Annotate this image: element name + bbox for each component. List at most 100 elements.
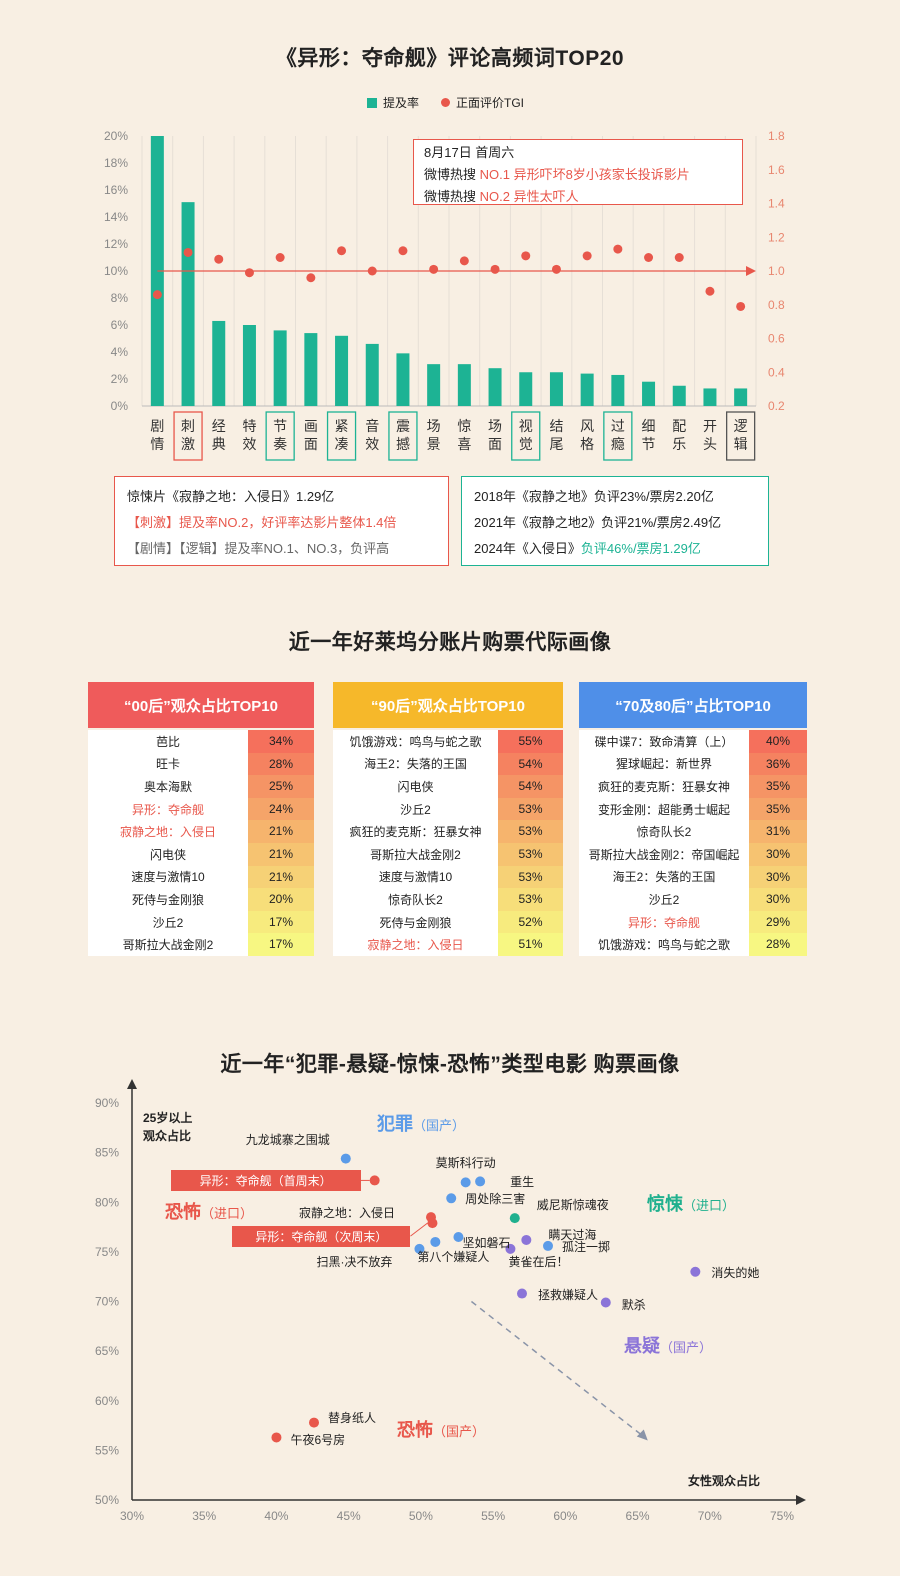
x-tick: 55% [481,1509,505,1523]
category-highlight-box [265,411,295,461]
category-highlight-box [326,411,357,461]
category-char: 场 [488,418,502,434]
panel-row-value: 30% [749,865,807,889]
panel-row-name: 哥斯拉大战金刚2：帝国崛起 [588,847,740,862]
panel-row: 寂静之地：入侵日 51% [333,933,563,956]
category-label-3: 特效 [242,418,256,452]
panel-row: 速度与激情10 21% [88,865,314,889]
y-tick-right: 1.8 [768,129,785,143]
box-right-line-3: 2024年《入侵日》负评46%/票房1.29亿 [474,536,756,562]
category-char: 效 [365,436,379,452]
tgi-dot [306,273,316,283]
panel-row-value: 21% [248,843,314,866]
box-left-line-2: 【刺激】提及率NO.2，好评率达影片整体1.4倍 [127,515,397,530]
panel-row: 速度与激情10 53% [333,865,563,889]
bar [396,353,410,406]
panel-row-value: 55% [498,730,563,753]
category-char: 喜 [457,436,471,452]
panel-row-name: 闪电侠 [397,779,434,794]
panel-row-name: 旺卡 [155,757,180,772]
bar [642,381,656,406]
panel-header-0: “00后”观众占比TOP10 [88,682,314,728]
panel-row-value: 28% [749,933,807,956]
panel-row-name: 哥斯拉大战金刚2 [370,847,461,862]
panel-name-column-2 [579,730,749,956]
tgi-dot [613,244,623,254]
y-tick-right: 1.2 [768,230,785,244]
tgi-dot [459,256,469,266]
zone-name: 恐怖 [165,1202,201,1222]
category-char: 过 [611,418,625,434]
panel-row-name: 芭比 [155,734,180,749]
panel-row: 沙丘2 30% [579,888,807,911]
y-tick-right: 0.8 [768,298,785,312]
y-tick-left: 6% [111,318,129,332]
category-char: 头 [703,436,717,452]
category-char: 面 [304,436,318,452]
annotation-prefix-1: 微博热搜 [424,167,480,182]
category-char: 激 [181,436,195,452]
panel-row-value: 30% [749,843,807,866]
y-tick-right: 0.6 [768,332,785,346]
zone-label-1: 恐怖（进口） [165,1198,253,1224]
category-label-16: 细节 [642,418,656,452]
tgi-dot [275,253,285,262]
panel-row-name: 速度与激情10 [131,870,205,885]
annotation-prefix-2: 微博热搜 [424,189,480,204]
panel-row-value: 24% [248,797,314,821]
box-right-line-1: 2018年《寂静之地》负评23%/票房2.20亿 [474,489,714,504]
panel-row-value: 34% [248,730,314,753]
zone-label-4: 恐怖（国产） [397,1416,485,1442]
y-tick: 80% [95,1195,119,1209]
point-label: 午夜6号房 [290,1433,346,1448]
tgi-dot [644,253,654,262]
point-label: 黄雀在后！ [508,1254,569,1269]
scatter-point [414,1243,425,1254]
bar [549,372,563,406]
category-char: 瘾 [611,436,625,452]
category-char: 音 [365,418,379,434]
category-char: 配 [672,418,686,434]
table-title: 近一年好莱坞分账片购票代际画像 [288,631,612,654]
panel-row: 寂静之地：入侵日 21% [88,820,314,843]
bar [611,374,625,406]
panel-row-name: 异形：夺命舰 [627,915,700,930]
y-tick: 75% [95,1245,119,1259]
bar [703,388,717,406]
y-axis-arrow [127,1079,137,1089]
zone-sub: （进口） [201,1206,254,1221]
category-char: 刺 [181,418,195,434]
panel-row-value: 30% [749,888,807,911]
reference-arrow [746,266,756,276]
panel-row-name: 死侍与金刚狼 [131,892,204,907]
category-label-1: 刺激 [173,411,203,461]
panel-row: 惊奇队长2 53% [333,888,563,911]
hot-search-annotation: 8月17日 首周六 微博热搜 NO.1 异形吓坏8岁小孩家长投诉影片 微博热搜 … [413,139,743,205]
x-tick: 60% [553,1509,577,1523]
panel-row: 哥斯拉大战金刚2：帝国崛起 30% [579,843,807,866]
y-axis-title: 25岁以上 [143,1111,193,1125]
point-label: 重生 [510,1175,535,1190]
scatter-point [521,1234,532,1245]
panel-row-name: 海王2：失落的王国 [612,870,716,885]
panel-row-name: 寂静之地：入侵日 [367,938,464,953]
panel-row-name: 沙丘2 [648,892,680,907]
panel-row: 碟中谍7：致命清算（上） 40% [579,730,807,753]
highlight-tag: 异形：夺命舰（次周末） [232,1226,411,1248]
category-label-6: 紧凑 [326,411,357,461]
x-axis-arrow [796,1495,806,1505]
panel-row-value: 53% [498,820,563,843]
category-label-13: 结尾 [549,418,563,452]
point-label: 替身纸人 [328,1410,377,1425]
panel-row-name: 碟中谍7：致命清算（上） [594,734,734,749]
highlight-tag: 异形：夺命舰（首周末） [170,1170,361,1192]
tgi-dot [582,251,592,261]
panel-row: 惊奇队长2 31% [579,820,807,843]
bar [365,343,379,406]
y-tick-left: 16% [104,183,128,197]
panel-row: 芭比 34% [88,730,314,753]
point-label: 威尼斯惊魂夜 [536,1198,609,1213]
legend-dot-swatch [441,98,451,107]
y-tick-right: 1.4 [768,197,785,211]
panel-row-name: 沙丘2 [400,802,431,817]
